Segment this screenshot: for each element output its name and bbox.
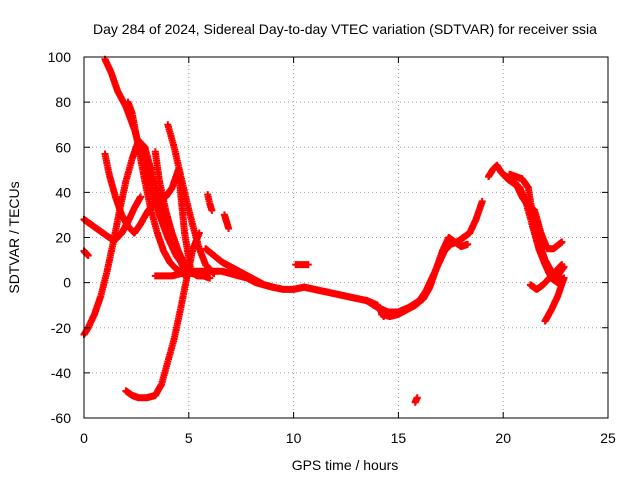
x-tick-label: 10: [286, 430, 302, 446]
x-tick-label: 25: [600, 430, 616, 446]
x-tick-label: 15: [391, 430, 407, 446]
series-track-q: [411, 394, 421, 406]
data-point-markers: [541, 274, 568, 325]
series-track-l: [220, 211, 233, 232]
data-point-markers: [80, 247, 92, 259]
series-track-p: [378, 234, 472, 320]
y-tick-label: 0: [63, 275, 71, 291]
x-axis-label: GPS time / hours: [292, 457, 399, 473]
y-tick-label: 40: [55, 184, 71, 200]
points-layer: [80, 55, 568, 406]
series-track-v: [499, 170, 566, 253]
y-tick-label: 20: [55, 230, 71, 246]
series-track-u: [541, 274, 568, 325]
series-track-h: [122, 229, 203, 402]
series-track-n: [80, 247, 92, 259]
data-point-markers: [526, 261, 566, 293]
data-point-markers: [202, 245, 277, 291]
chart-title: Day 284 of 2024, Sidereal Day-to-day VTE…: [93, 21, 597, 37]
data-point-markers: [378, 234, 472, 320]
series-track-j: [202, 245, 277, 291]
x-tick-label: 5: [185, 430, 193, 446]
x-tick-label: 20: [495, 430, 511, 446]
y-tick-label: 60: [55, 139, 71, 155]
ticks-layer: 0 5 10 15 20 25 -60 -40 -20 0 20 40 60 80 100: [48, 49, 616, 446]
y-tick-label: 100: [48, 49, 72, 65]
data-point-markers: [292, 261, 312, 269]
series-track-t: [526, 261, 566, 293]
data-point-markers: [204, 191, 216, 214]
y-tick-label: -20: [51, 320, 71, 336]
y-tick-label: -40: [51, 365, 71, 381]
y-tick-label: 80: [55, 94, 71, 110]
data-point-markers: [411, 394, 421, 406]
y-axis-label: SDTVAR / TECUs: [6, 181, 22, 293]
series-track-m: [292, 261, 312, 269]
data-point-markers: [220, 211, 233, 232]
x-tick-label: 0: [80, 430, 88, 446]
data-point-markers: [499, 170, 566, 253]
y-tick-label: -60: [51, 410, 71, 426]
data-point-markers: [122, 229, 203, 402]
series-track-k: [204, 191, 216, 214]
